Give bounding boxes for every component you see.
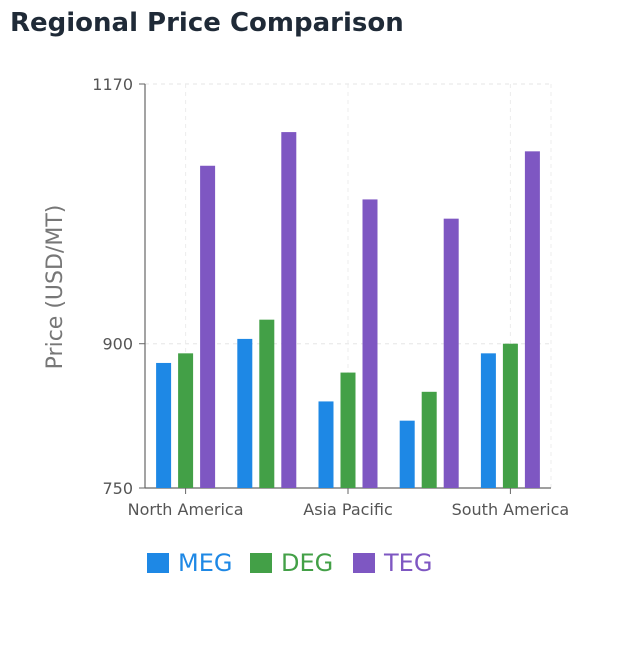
bar-teg [200, 165, 216, 488]
x-tick-label: Asia Pacific [303, 500, 392, 519]
bar-teg [281, 132, 297, 488]
y-tick-label: 900 [102, 335, 133, 354]
bar-deg [178, 353, 194, 488]
legend-label-teg: TEG [383, 549, 432, 577]
bars [156, 132, 540, 489]
y-tick-label: 1170 [92, 75, 133, 94]
bar-deg [502, 343, 518, 488]
legend-swatch-deg [250, 553, 272, 573]
bar-meg [399, 420, 415, 488]
bar-deg [421, 391, 437, 488]
bar-meg [237, 338, 253, 488]
y-axis-label: Price (USD/MT) [43, 205, 68, 370]
x-tick-label: North America [128, 500, 244, 519]
bar-teg [362, 199, 378, 488]
y-tick-label: 750 [102, 479, 133, 498]
x-tick-label: South America [452, 500, 570, 519]
bar-teg [443, 218, 459, 488]
bar-meg [480, 353, 496, 488]
legend-label-deg: DEG [281, 549, 333, 577]
legend-swatch-teg [353, 553, 375, 573]
bar-meg [318, 401, 334, 488]
legend-swatch-meg [147, 553, 169, 573]
bar-deg [340, 372, 356, 488]
legend: MEG DEG TEG [147, 549, 432, 577]
tick-labels: 750 900 1170 North America Asia Pacific South… [92, 75, 569, 519]
bar-teg [524, 151, 540, 489]
legend-label-meg: MEG [178, 549, 232, 577]
bar-deg [259, 319, 275, 488]
bar-meg [156, 362, 172, 488]
chart-title: Regional Price Comparison [10, 8, 404, 38]
